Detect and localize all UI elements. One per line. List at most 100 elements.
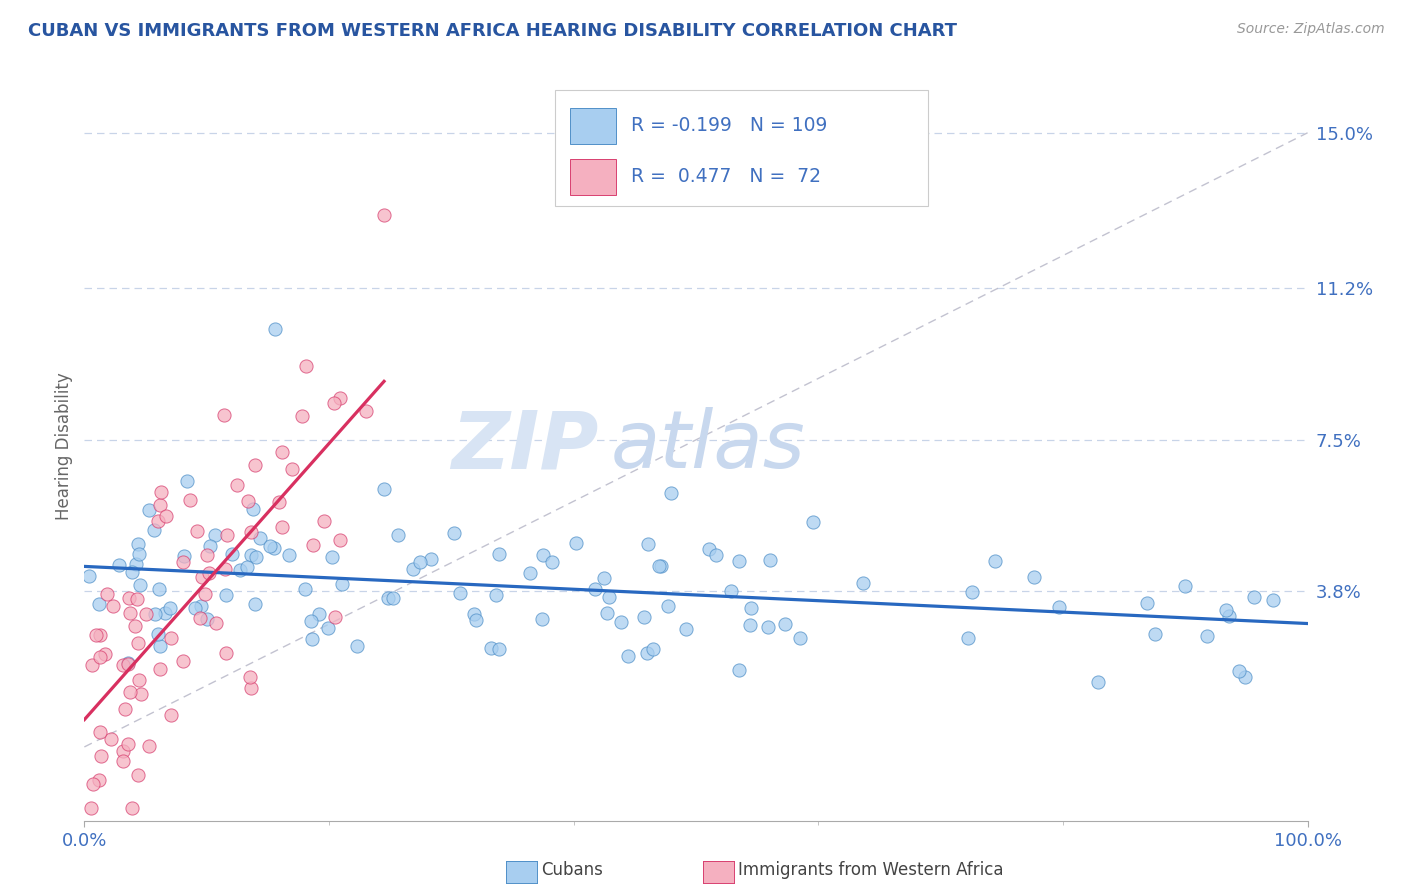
Point [240,548,263,562]
Point [128,578,150,592]
Point [186,524,208,539]
Point [89,725,111,739]
Point [1047,600,1070,615]
Point [240,681,263,696]
Point [463,607,485,621]
Point [146,627,169,641]
Point [1261,593,1284,607]
Point [294,582,316,596]
Point [610,615,633,629]
Point [215,646,238,660]
Point [1227,664,1250,678]
Point [89,597,111,611]
Point [373,208,395,222]
Point [488,547,510,561]
Point [1218,609,1240,624]
Point [271,444,294,458]
Point [225,478,247,492]
Point [598,590,620,604]
Point [86,628,108,642]
FancyBboxPatch shape [569,108,616,144]
Point [194,587,217,601]
Point [479,641,502,656]
Point [728,663,751,677]
Text: ZIP: ZIP [451,407,598,485]
Point [617,648,640,663]
Point [727,554,749,568]
Point [1234,670,1257,684]
Point [583,582,606,597]
Point [160,632,183,646]
Point [264,322,287,336]
Point [308,607,330,622]
Point [117,737,139,751]
Point [240,525,263,540]
Point [291,409,314,424]
Point [214,562,236,576]
Point [138,503,160,517]
Point [100,732,122,747]
Point [108,558,131,573]
Point [142,523,165,537]
Point [127,767,149,781]
Text: Immigrants from Western Africa: Immigrants from Western Africa [738,861,1004,879]
Text: Cubans: Cubans [541,861,603,879]
Point [316,622,339,636]
Point [983,554,1005,568]
Point [89,649,111,664]
Point [1087,674,1109,689]
Point [740,601,762,615]
Point [200,539,222,553]
Point [129,687,152,701]
Point [111,754,134,768]
Point [648,559,671,574]
Point [402,562,425,576]
Point [221,547,243,561]
Text: Source: ZipAtlas.com: Source: ZipAtlas.com [1237,22,1385,37]
Point [302,538,325,552]
Point [387,528,409,542]
Point [117,591,139,605]
Point [143,607,166,621]
Point [135,607,157,621]
Point [633,609,655,624]
Point [323,396,346,410]
Point [89,628,111,642]
Point [172,555,194,569]
Point [659,486,682,500]
Point [720,583,742,598]
Point [1174,578,1197,592]
Point [295,359,318,373]
Text: CUBAN VS IMMIGRANTS FROM WESTERN AFRICA HEARING DISABILITY CORRELATION CHART: CUBAN VS IMMIGRANTS FROM WESTERN AFRICA … [28,22,957,40]
Point [706,548,728,562]
Point [195,548,218,562]
Point [243,598,266,612]
Point [488,641,510,656]
Point [195,612,218,626]
Point [533,549,555,563]
Point [443,526,465,541]
Point [198,566,221,580]
Point [596,606,619,620]
Point [121,565,143,579]
Point [636,646,658,660]
Point [1215,603,1237,617]
Y-axis label: Hearing Disability: Hearing Disability [55,372,73,520]
Point [117,657,139,672]
Point [172,654,194,668]
Point [650,559,672,574]
Point [321,550,343,565]
Point [229,563,252,577]
Point [114,702,136,716]
Point [118,606,141,620]
Point [148,582,170,596]
Point [697,541,720,556]
Point [125,592,148,607]
Point [408,555,430,569]
Point [657,599,679,613]
Point [236,494,259,508]
Point [138,739,160,754]
Point [80,658,103,673]
Point [242,501,264,516]
Point [117,656,139,670]
